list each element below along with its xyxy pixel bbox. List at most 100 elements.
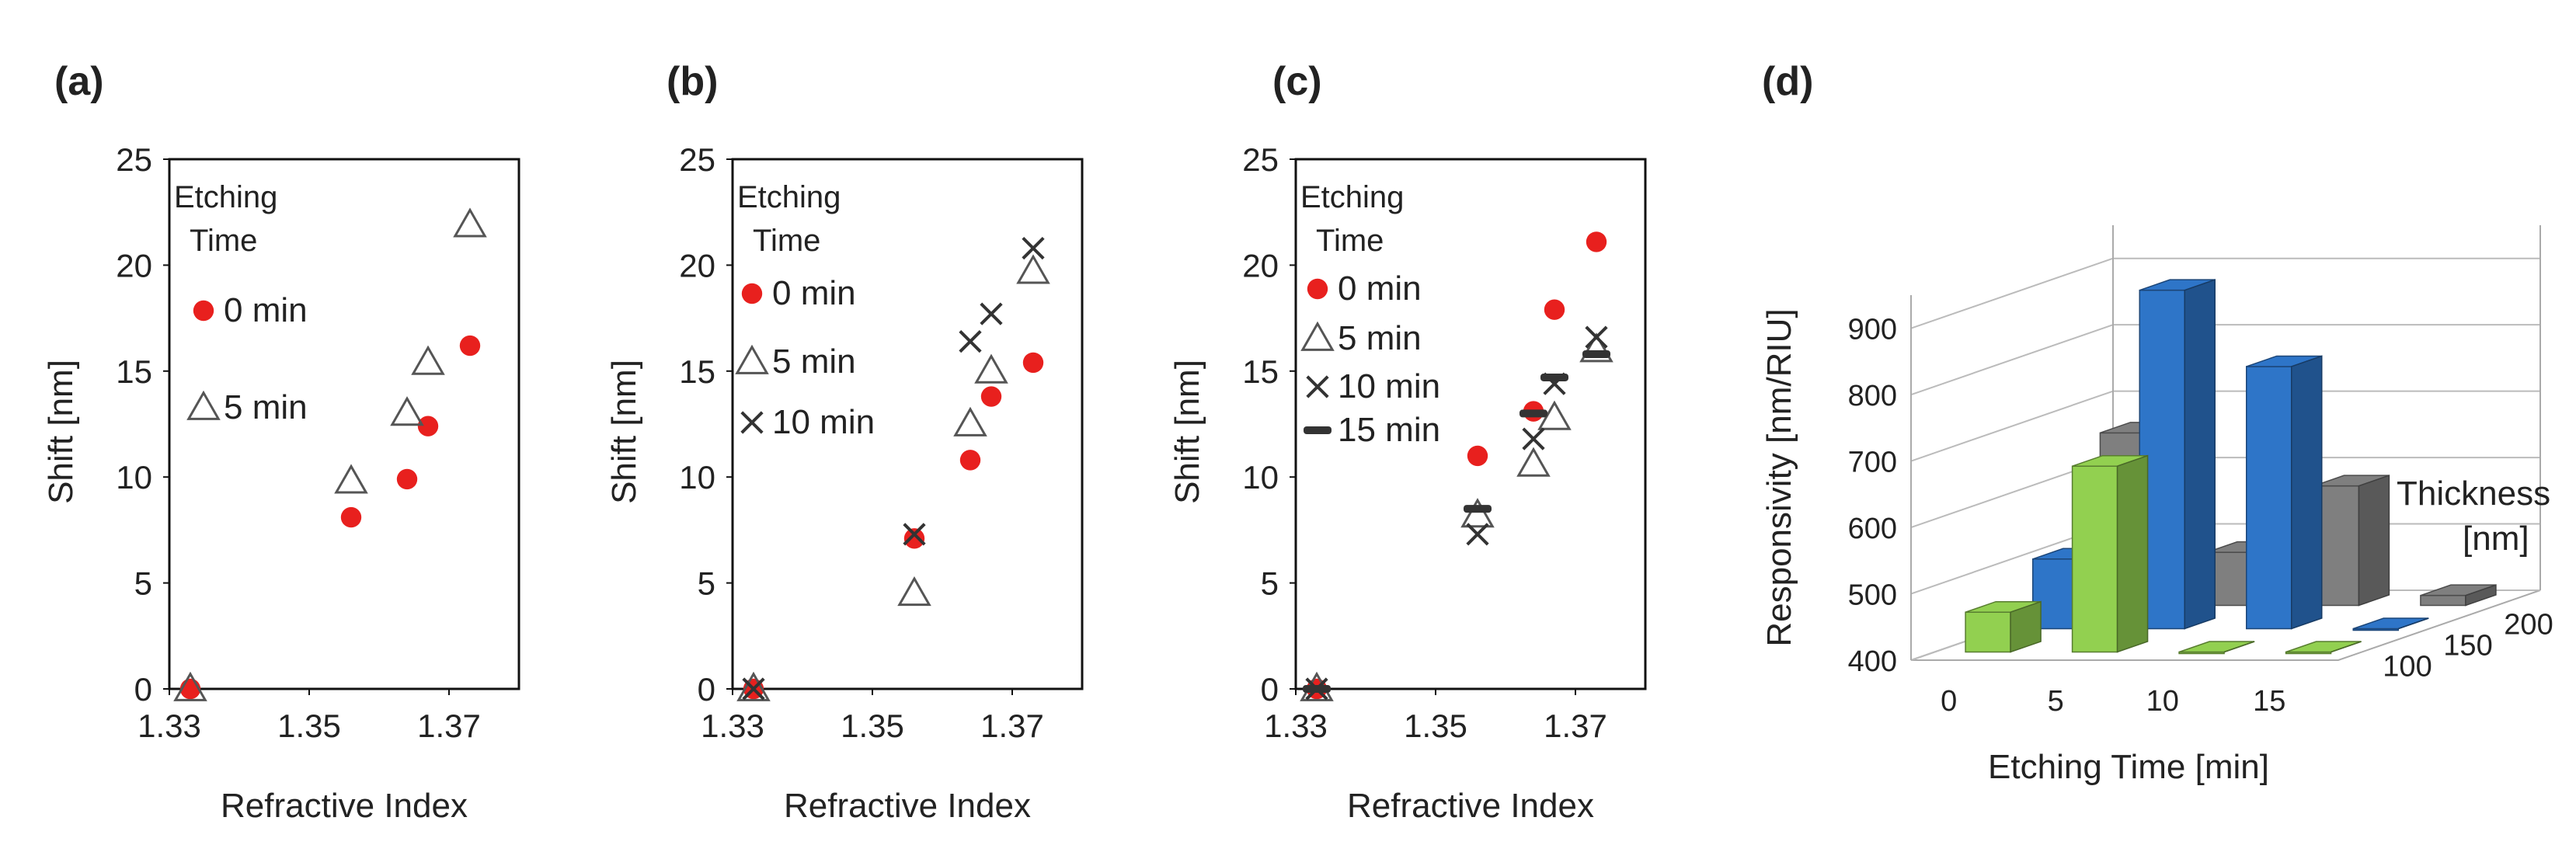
y-tick-label: 25 (679, 141, 715, 178)
legend-entry-label: 10 min (1338, 367, 1440, 405)
data-point-cross (742, 677, 765, 701)
y-tick-label: 600 (1848, 513, 1897, 545)
data-point-cross-stroke-b (1022, 236, 1045, 260)
bar-200-10 (2313, 475, 2390, 607)
bar-side-face (2465, 584, 2497, 607)
y-tick-label: 400 (1848, 645, 1897, 678)
legend-marker-cross-stroke-b (740, 411, 764, 434)
legend-marker-dot (1307, 278, 1328, 300)
side-gridline (1910, 390, 2114, 462)
y-tick-label: 0 (134, 671, 152, 708)
depth-tick-label: 150 (2443, 630, 2492, 662)
data-point-cross (980, 302, 1003, 325)
data-point-dot (1467, 445, 1488, 467)
bar-side-face (2010, 600, 2042, 653)
x-tick-label: 5 (2048, 685, 2064, 718)
data-point-cross-stroke-b (1522, 427, 1545, 450)
y-tick-label: 10 (116, 459, 152, 496)
chart-panel-c: (c) 0 5 10 15 20 25 1.33 1.35 1.37 Refractive Inde… (1168, 59, 1647, 825)
y-tick-label: 25 (1242, 141, 1279, 178)
data-point-cross-stroke-b (1466, 523, 1489, 546)
legend-title-line-2: Time (1316, 224, 1384, 258)
data-point-dot (396, 468, 418, 490)
y-tick-label: 800 (1848, 380, 1897, 412)
data-point-triangle (736, 671, 771, 701)
legend-marker-triangle (186, 390, 221, 420)
y-tick-label: 700 (1848, 447, 1897, 479)
bar-200-15 (2420, 584, 2497, 607)
data-point-cross-stroke-b (742, 677, 765, 701)
bar-front-face (2420, 594, 2466, 607)
legend-entry-label: 5 min (224, 388, 308, 426)
depth-tick-label: 100 (2383, 651, 2432, 683)
data-point-cross-stroke-b (980, 302, 1003, 325)
legend-marker-cross (1306, 375, 1329, 398)
data-point-triangle (1516, 447, 1551, 477)
bar-side-face (2116, 454, 2149, 653)
x-axis-label: Refractive Index (1347, 787, 1594, 825)
plot-frame (1294, 158, 1647, 690)
y-tick-label: 15 (116, 353, 152, 390)
y-tick-label: 0 (698, 671, 715, 708)
legend-entry-label: 5 min (772, 343, 856, 381)
depth-tick-label: 200 (2504, 609, 2553, 642)
data-point-cross (903, 523, 926, 546)
panel-label: (c) (1272, 59, 1322, 104)
chart-panel-b: (b) 0 5 10 15 20 25 1.33 1.35 1.37 Refractive Inde… (605, 59, 1084, 825)
x-axis-label: Refractive Index (221, 787, 468, 825)
x-tick-label: 1.37 (1544, 708, 1607, 744)
y-tick-label: 900 (1848, 314, 1897, 346)
y-tick-label: 15 (1242, 353, 1279, 390)
data-point-dot (980, 386, 1002, 407)
data-point-dot (179, 678, 201, 700)
data-point-dot (459, 335, 481, 356)
y-tick-label: 20 (679, 247, 715, 283)
legend-entry-label: 0 min (224, 291, 308, 329)
y-tick-label: 500 (1848, 579, 1897, 612)
legend-marker-cross (740, 411, 764, 434)
data-point-dot (1022, 352, 1044, 374)
bar-side-face (2398, 617, 2429, 630)
x-tick-label: 1.33 (138, 708, 201, 744)
data-point-cross-stroke-b (903, 523, 926, 546)
plot-frame (168, 158, 520, 690)
legend-marker-triangle (1300, 321, 1335, 351)
bar-top-face (2178, 641, 2255, 653)
data-point-cross-stroke-b (959, 329, 982, 353)
data-point-cross (1522, 427, 1545, 450)
chart-panel-a: (a) 0 5 10 15 20 25 1.33 1.35 1.37 Refractive Inde… (42, 59, 520, 825)
panel-label: (d) (1762, 59, 1813, 104)
data-point-cross (959, 329, 982, 353)
y-tick-label: 20 (116, 247, 152, 283)
depth-axis-label-line-2: [nm] (2463, 520, 2529, 558)
x-tick-label: 1.33 (1264, 708, 1328, 744)
bar-150-5 (2139, 279, 2216, 630)
y-tick-label: 25 (116, 141, 152, 178)
panel-label: (a) (54, 59, 104, 104)
x-tick-label: 1.35 (1404, 708, 1467, 744)
data-point-cross-stroke-b (1585, 325, 1608, 349)
data-point-dot (1586, 231, 1607, 252)
x-tick-label: 0 (1941, 685, 1957, 718)
data-point-cross (1585, 325, 1608, 349)
bar-100-10 (2178, 641, 2255, 655)
y-tick-label: 15 (679, 353, 715, 390)
bar-100-5 (2071, 454, 2149, 653)
y-axis-label: Shift [nm] (1168, 360, 1206, 504)
y-tick-label: 10 (679, 459, 715, 496)
x-tick-label: 15 (2253, 685, 2285, 718)
side-gridline (1910, 324, 2114, 396)
data-point-triangle (1016, 254, 1050, 284)
data-point-triangle (453, 207, 487, 238)
legend-title-line-1: Etching (174, 180, 277, 214)
bar-side-face (2331, 641, 2362, 653)
bar-150-10 (2246, 355, 2323, 630)
y-tick-label: 20 (1242, 247, 1279, 283)
y-axis-label: Responsivity [nm/RIU] (1760, 308, 1798, 646)
plot-frame (731, 158, 1084, 690)
legend-title-line-1: Etching (737, 180, 841, 214)
bar-front-face (2071, 465, 2118, 653)
data-point-triangle (390, 396, 424, 426)
legend-entry-label: 15 min (1338, 411, 1440, 449)
